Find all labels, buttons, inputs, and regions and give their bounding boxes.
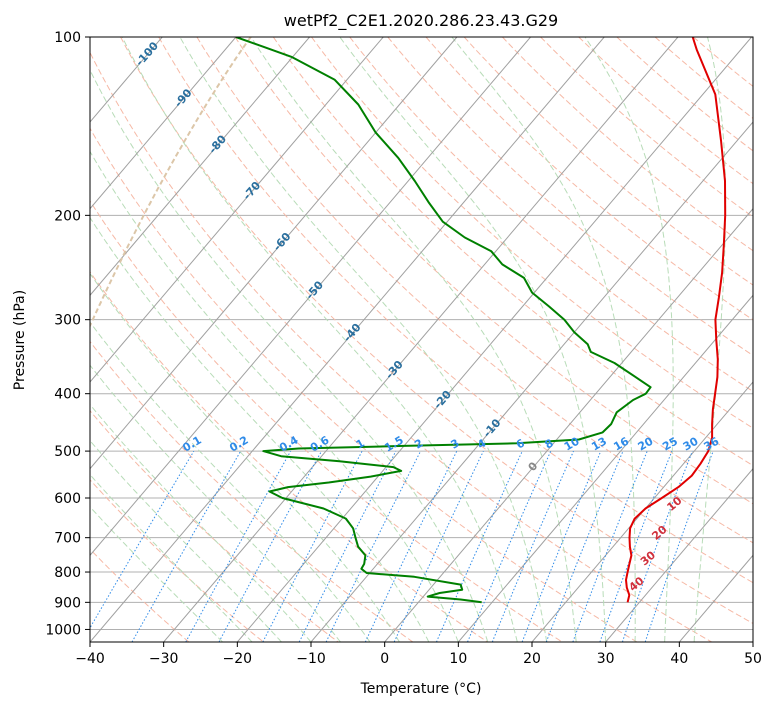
mixing-ratio-line — [298, 450, 397, 642]
x-tick-label: 20 — [523, 651, 541, 667]
moist-adiabat-line — [451, 37, 636, 642]
dry-adiabat-line — [90, 548, 190, 642]
isotherm-line — [531, 381, 753, 642]
x-tick-label: 10 — [449, 651, 467, 667]
isotherm-line — [163, 37, 679, 642]
mixing-ratio-line — [521, 450, 602, 642]
mixing-ratio-line — [185, 450, 292, 642]
dry-adiabat-line — [90, 127, 638, 642]
dry-adiabat-line — [158, 37, 753, 584]
mixing-ratio-line — [262, 450, 363, 642]
moist-adiabat-line — [90, 272, 400, 642]
moist-adiabat-line — [90, 364, 341, 642]
mixing-ratio-line — [621, 450, 693, 642]
moist-adiabat-line — [90, 68, 489, 642]
mixing-ratio-line — [218, 450, 322, 642]
x-tick-label: −20 — [223, 651, 253, 667]
mixing-ratio-line — [599, 450, 673, 642]
temperature-profile-line — [625, 37, 727, 603]
moist-adiabat-line — [90, 150, 459, 642]
moist-adiabat-line — [90, 216, 430, 642]
y-tick-label: 300 — [54, 313, 81, 329]
y-tick-label: 800 — [54, 565, 81, 581]
y-axis-label: Pressure (hPa) — [12, 290, 28, 390]
mixing-ratio-line — [364, 450, 458, 642]
x-tick-label: 40 — [670, 651, 688, 667]
isotherm-line — [310, 121, 753, 642]
reference-curve — [90, 37, 252, 329]
moist-adiabat-line — [90, 506, 223, 642]
x-tick-label: 30 — [597, 651, 615, 667]
y-tick-label: 900 — [54, 595, 81, 611]
mixing-ratio-line — [644, 450, 714, 642]
dry-adiabat-line — [90, 409, 339, 642]
dry-adiabat-line — [90, 479, 264, 642]
chart-title: wetPf2_C2E1.2020.286.23.43.G29 — [284, 11, 558, 31]
isotherm-line — [384, 207, 753, 642]
isotherm-line — [90, 37, 384, 383]
y-tick-label: 100 — [54, 30, 81, 46]
y-tick-label: 400 — [54, 387, 81, 403]
background-lines — [90, 37, 753, 642]
moist-adiabat-line — [693, 37, 727, 642]
isotherm-line — [90, 37, 531, 557]
moist-adiabat-line — [90, 439, 282, 642]
axes: −40 −30 −20 −10 0 10 20 30 40 50 100 200 300 400 500 60… — [45, 30, 762, 667]
x-tick-label: 50 — [744, 651, 762, 667]
mixing-ratio-line — [467, 450, 552, 642]
y-tick-label: 500 — [54, 444, 81, 460]
dry-adiabat-line — [234, 37, 753, 505]
moist-adiabat-line — [121, 37, 518, 642]
y-tick-label: 1000 — [45, 622, 81, 638]
mixing-ratio-line — [572, 450, 648, 642]
mixing-ratio-line — [491, 450, 574, 642]
dry-adiabat-line — [90, 200, 563, 642]
moist-adiabat-line — [90, 473, 253, 642]
isotherm-line — [605, 467, 753, 642]
isotherm-line — [236, 37, 752, 642]
x-tick-label: −40 — [75, 651, 105, 667]
moist-adiabat-line — [250, 37, 577, 642]
profile-series — [235, 37, 727, 604]
y-tick-label: 600 — [54, 491, 81, 507]
x-tick-label: −30 — [149, 651, 179, 667]
x-tick-label: 0 — [380, 651, 389, 667]
isotherm-line — [90, 37, 237, 210]
moist-adiabat-line — [339, 37, 607, 642]
mixing-ratio-line — [435, 450, 523, 642]
dry-adiabat-line — [120, 37, 753, 624]
isotherm-line — [90, 37, 605, 642]
dry-adiabat-line — [463, 37, 753, 286]
moist-adiabat-line — [584, 37, 674, 642]
x-tick-label: −10 — [296, 651, 326, 667]
dry-adiabat-line — [425, 37, 753, 321]
y-tick-label: 700 — [54, 531, 81, 547]
y-tick-label: 200 — [54, 208, 81, 224]
plot-frame — [89, 36, 754, 643]
dewpoint-profile-line — [235, 37, 652, 604]
mixing-ratio-line — [545, 450, 624, 642]
isotherm-line — [90, 37, 458, 470]
dry-adiabat-line — [90, 340, 414, 642]
isotherm-line — [90, 37, 310, 297]
mixing-ratio-line — [393, 450, 484, 642]
x-axis-label: Temperature (°C) — [360, 681, 482, 697]
dry-adiabat-line — [90, 271, 488, 642]
mixing-ratio-line — [325, 450, 422, 642]
